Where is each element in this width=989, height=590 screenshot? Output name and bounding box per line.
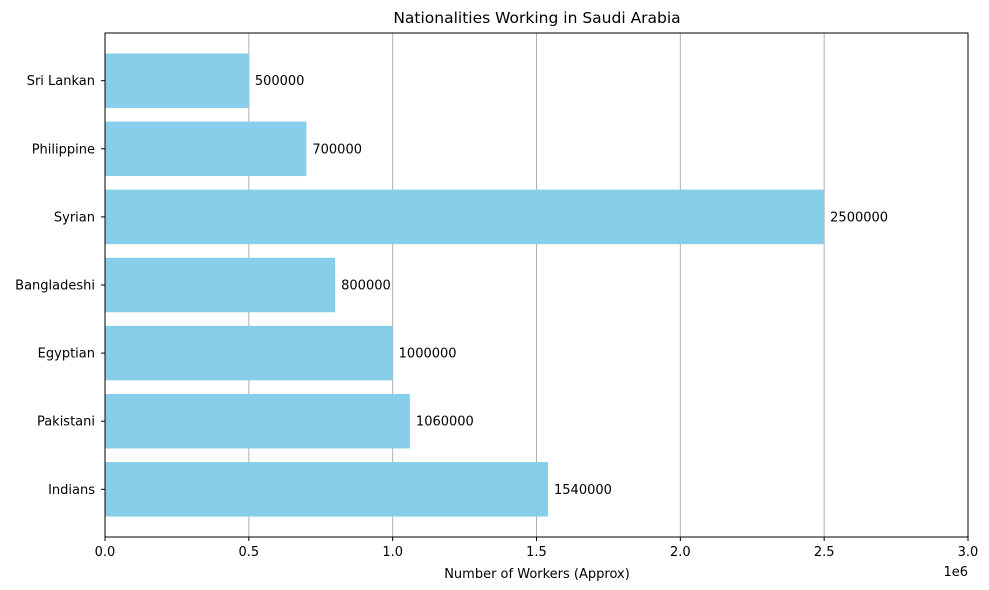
x-tick-label-3: 1.5 bbox=[526, 545, 547, 560]
data-label-pakistani: 1060000 bbox=[416, 415, 474, 430]
y-tick-label-sri-lankan: Sri Lankan bbox=[27, 74, 95, 89]
bar-egyptian bbox=[105, 325, 393, 381]
x-axis-label: Number of Workers (Approx) bbox=[444, 567, 630, 582]
x-axis-ticks: 0.0 0.5 1.0 1.5 2.0 2.5 3.0 bbox=[95, 537, 979, 560]
data-label-bangladeshi: 800000 bbox=[341, 279, 391, 294]
bar-sri-lankan bbox=[105, 53, 249, 108]
data-label-syrian: 2500000 bbox=[830, 210, 888, 225]
y-tick-label-bangladeshi: Bangladeshi bbox=[15, 279, 95, 294]
x-tick-label-0: 0.0 bbox=[95, 545, 116, 560]
x-tick-label-5: 2.5 bbox=[814, 545, 835, 560]
data-label-philippine: 700000 bbox=[312, 142, 362, 157]
chart-title: Nationalities Working in Saudi Arabia bbox=[393, 9, 680, 27]
bar-indians bbox=[105, 462, 549, 517]
bar-syrian bbox=[105, 189, 825, 245]
y-tick-label-syrian: Syrian bbox=[54, 210, 95, 225]
x-tick-label-6: 3.0 bbox=[958, 545, 979, 560]
data-label-egyptian: 1000000 bbox=[399, 347, 457, 362]
x-tick-label-2: 1.0 bbox=[382, 545, 403, 560]
y-axis-ticks: Indians Pakistani Egyptian Bangladeshi Syria… bbox=[15, 74, 105, 498]
bar-philippine bbox=[105, 121, 307, 177]
x-tick-label-1: 0.5 bbox=[238, 545, 259, 560]
data-labels: 1540000 1060000 1000000 800000 2500000 700000… bbox=[255, 74, 888, 498]
y-tick-label-philippine: Philippine bbox=[32, 142, 95, 157]
bar-pakistani bbox=[105, 393, 410, 449]
x-tick-label-4: 2.0 bbox=[670, 545, 691, 560]
y-tick-label-indians: Indians bbox=[48, 483, 95, 498]
x-axis-scale-note: 1e6 bbox=[943, 565, 968, 580]
y-tick-label-pakistani: Pakistani bbox=[37, 415, 95, 430]
data-label-sri-lankan: 500000 bbox=[255, 74, 305, 89]
data-label-indians: 1540000 bbox=[554, 483, 612, 498]
bars bbox=[105, 53, 825, 517]
y-tick-label-egyptian: Egyptian bbox=[38, 347, 95, 362]
bar-bangladeshi bbox=[105, 257, 336, 313]
